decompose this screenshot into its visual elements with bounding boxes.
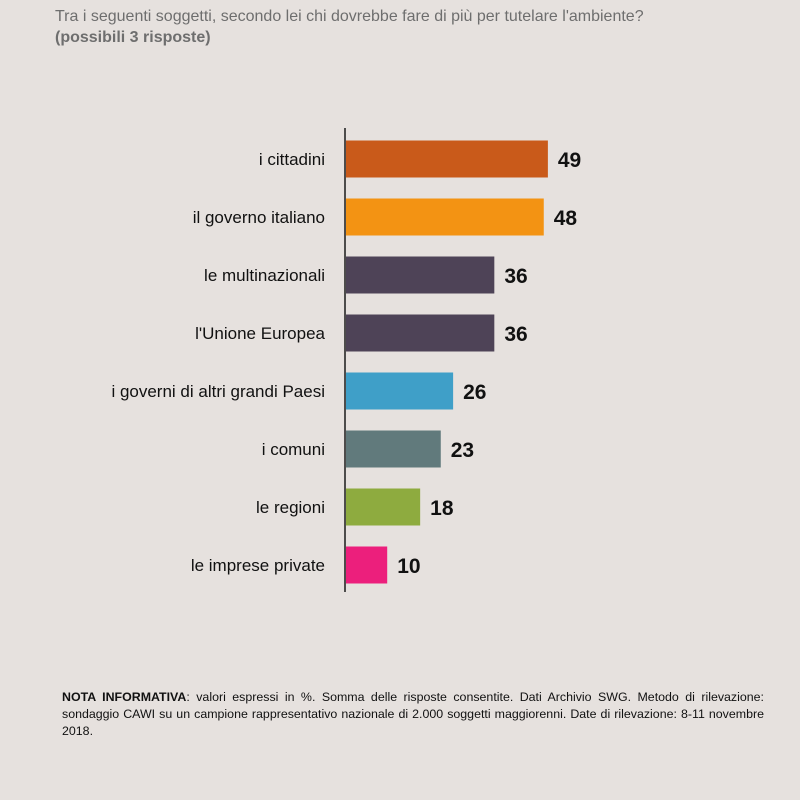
value-label: 49 bbox=[558, 149, 581, 172]
bar bbox=[346, 198, 544, 236]
survey-subtitle: (possibili 3 risposte) bbox=[55, 29, 211, 46]
category-label: l'Unione Europea bbox=[195, 324, 325, 343]
bar bbox=[346, 430, 441, 468]
value-label: 10 bbox=[397, 555, 420, 578]
info-note: NOTA INFORMATIVA: valori espressi in %. … bbox=[62, 689, 764, 740]
value-label: 36 bbox=[504, 265, 527, 288]
value-label: 23 bbox=[451, 439, 474, 462]
category-label: i comuni bbox=[262, 440, 325, 459]
bar-chart: i cittadini 49 il governo italiano 48 le mul… bbox=[111, 128, 581, 592]
category-label: le multinazionali bbox=[204, 266, 325, 285]
value-label: 18 bbox=[430, 497, 454, 520]
bar bbox=[346, 488, 421, 526]
category-label: le imprese private bbox=[191, 556, 325, 575]
bar bbox=[346, 256, 495, 294]
category-label: i cittadini bbox=[259, 150, 325, 169]
category-label: le regioni bbox=[256, 498, 325, 517]
bar bbox=[346, 372, 454, 410]
value-label: 48 bbox=[554, 207, 578, 230]
bar bbox=[346, 314, 495, 352]
info-note-text: : valori espressi in %. Somma delle risp… bbox=[62, 690, 764, 738]
survey-question: Tra i seguenti soggetti, secondo lei chi… bbox=[55, 8, 644, 25]
category-label: i governi di altri grandi Paesi bbox=[111, 382, 325, 401]
chart-title: Tra i seguenti soggetti, secondo lei chi… bbox=[55, 6, 775, 48]
value-label: 26 bbox=[463, 381, 486, 404]
category-label: il governo italiano bbox=[193, 208, 325, 227]
bar bbox=[346, 140, 548, 178]
value-label: 36 bbox=[504, 323, 527, 346]
info-note-label: NOTA INFORMATIVA bbox=[62, 690, 187, 704]
bar bbox=[346, 546, 388, 584]
